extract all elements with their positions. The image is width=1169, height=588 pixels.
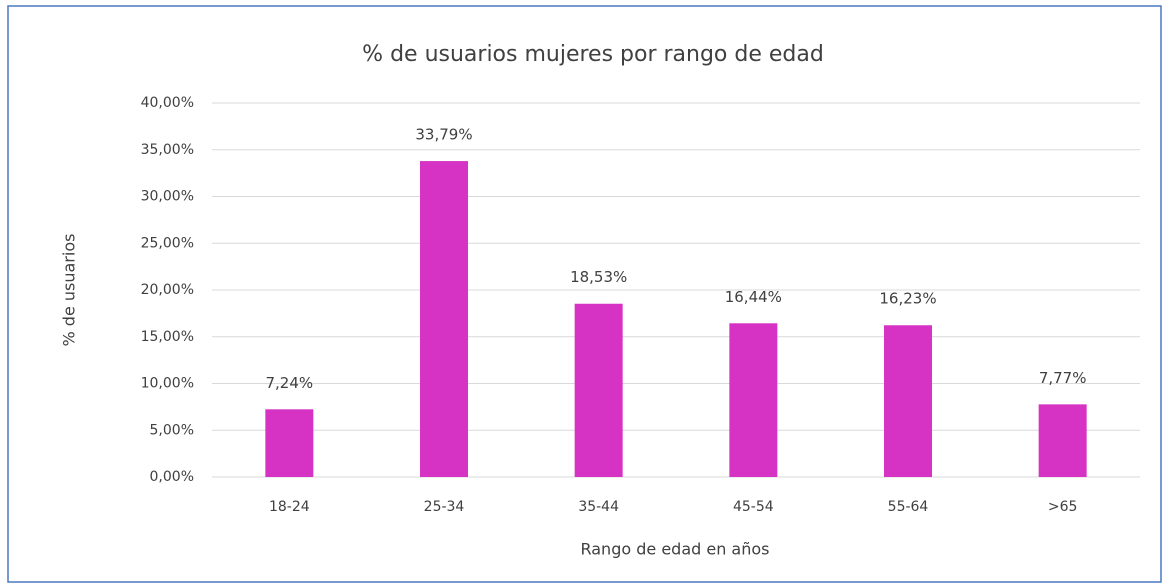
y-axis-title: % de usuarios <box>60 234 79 347</box>
x-tick-label: 25-34 <box>424 499 465 515</box>
y-tick-label: 25,00% <box>141 235 194 251</box>
data-label: 16,23% <box>879 290 936 308</box>
y-tick-label: 10,00% <box>141 376 194 392</box>
bar <box>574 303 623 477</box>
y-tick-label: 30,00% <box>141 189 194 205</box>
y-tick-label: 40,00% <box>141 95 194 111</box>
x-axis-title: Rango de edad en años <box>580 540 769 559</box>
bar <box>884 325 932 477</box>
chart-title: % de usuarios mujeres por rango de edad <box>362 42 824 67</box>
data-label: 18,53% <box>570 268 627 286</box>
x-tick-label: 55-64 <box>888 499 929 515</box>
data-label: 16,44% <box>725 288 782 306</box>
y-tick-label: 0,00% <box>150 469 194 485</box>
x-tick-label: >65 <box>1048 499 1078 515</box>
chart-border <box>7 5 1162 583</box>
x-tick-label: 45-54 <box>733 499 774 515</box>
x-tick-label: 18-24 <box>269 499 310 515</box>
y-tick-label: 5,00% <box>150 422 194 438</box>
data-label: 7,24% <box>266 374 314 392</box>
bar <box>729 323 778 477</box>
y-tick-label: 35,00% <box>141 142 194 158</box>
bar <box>265 409 314 477</box>
bar <box>420 161 468 477</box>
data-label: 7,77% <box>1039 369 1087 387</box>
data-label: 33,79% <box>415 126 472 144</box>
y-tick-label: 15,00% <box>141 329 194 345</box>
y-tick-label: 20,00% <box>141 282 194 298</box>
x-tick-label: 35-44 <box>578 499 619 515</box>
bar <box>1038 404 1087 477</box>
